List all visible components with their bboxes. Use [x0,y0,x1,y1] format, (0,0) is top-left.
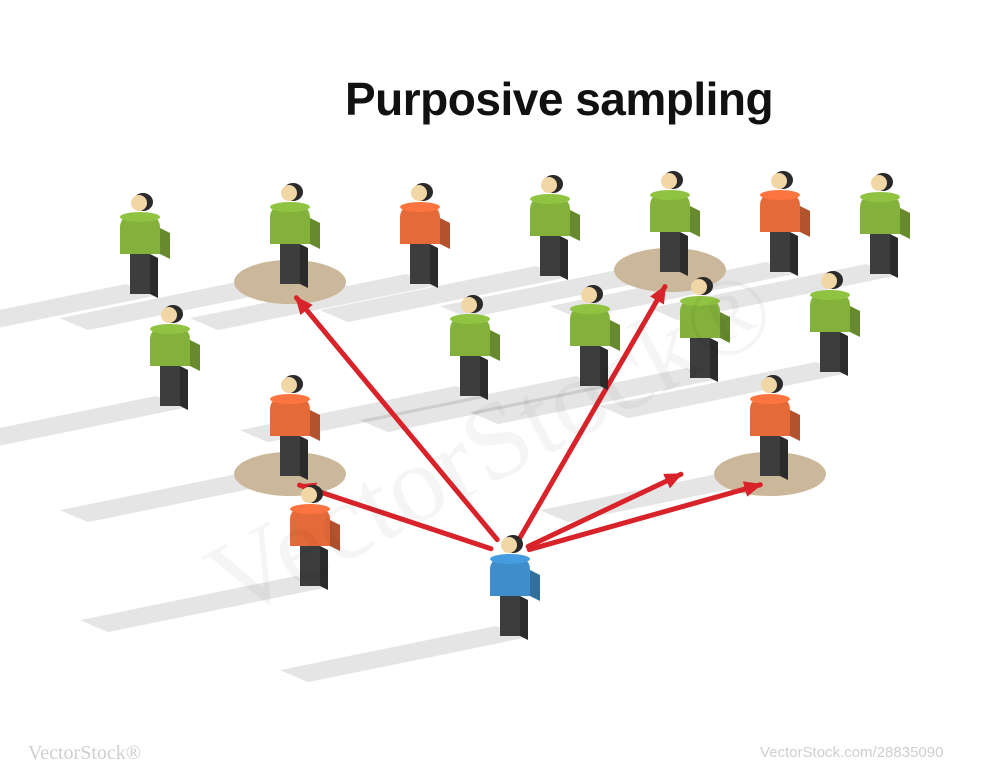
diagram-stage: VectorStock® Purposive sampling VectorSt… [0,0,1000,780]
person-icon [530,175,580,280]
person-icon [760,171,810,276]
figure-shadow [80,576,324,632]
watermark-image-id: VectorStock.com/28835090 [760,744,943,761]
person-icon [150,305,200,410]
person-icon [120,193,170,298]
diagram-title: Purposive sampling [345,72,773,126]
person-icon [860,173,910,278]
figure-shadow [0,396,184,452]
person-icon [290,485,340,590]
figure-shadow [280,626,524,682]
watermark-vectorstock-logo: VectorStock® [28,742,141,765]
person-icon [400,183,450,288]
